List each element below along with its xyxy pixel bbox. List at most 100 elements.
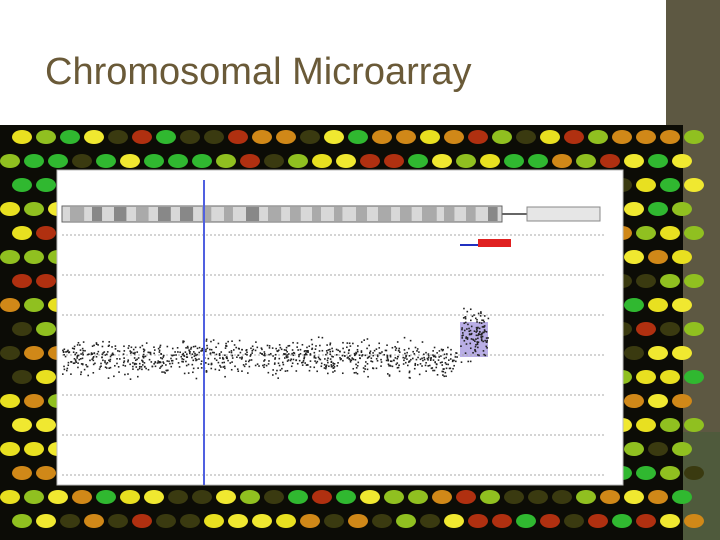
- probe-point: [171, 354, 174, 357]
- probe-point: [396, 357, 399, 360]
- probe-point: [343, 351, 346, 354]
- probe-point: [308, 345, 311, 348]
- probe-point: [302, 359, 305, 362]
- probe-point: [445, 375, 447, 378]
- probe-point: [154, 365, 157, 368]
- probe-point: [147, 351, 150, 354]
- probe-point: [368, 344, 370, 347]
- probe-point: [79, 358, 82, 360]
- array-spot: [0, 442, 20, 456]
- probe-point: [302, 361, 304, 364]
- probe-point: [353, 354, 356, 357]
- array-spot: [336, 490, 356, 504]
- probe-point: [170, 359, 173, 362]
- probe-point: [332, 367, 335, 369]
- probe-point: [325, 366, 328, 368]
- probe-point: [465, 336, 468, 338]
- probe-point: [485, 331, 488, 333]
- probe-point: [118, 350, 121, 353]
- probe-point: [390, 360, 393, 363]
- probe-point: [396, 362, 399, 364]
- probe-point: [315, 362, 318, 364]
- array-spot: [636, 178, 656, 192]
- probe-point: [460, 361, 463, 363]
- probe-point: [323, 363, 326, 366]
- probe-point: [62, 351, 65, 354]
- probe-point: [116, 362, 118, 365]
- probe-point: [93, 344, 95, 347]
- array-spot: [648, 298, 668, 312]
- probe-point: [66, 367, 69, 370]
- array-spot: [516, 130, 536, 144]
- array-spot: [192, 490, 212, 504]
- probe-point: [179, 351, 181, 354]
- probe-point: [308, 369, 311, 372]
- array-spot: [684, 514, 704, 528]
- probe-point: [150, 361, 153, 363]
- array-spot: [36, 130, 56, 144]
- probe-point: [475, 331, 478, 333]
- probe-point: [95, 342, 98, 344]
- probe-point: [333, 362, 336, 365]
- probe-point: [464, 316, 467, 318]
- probe-point: [185, 360, 187, 363]
- probe-point: [292, 354, 295, 357]
- probe-point: [398, 351, 401, 353]
- array-spot: [636, 226, 656, 240]
- array-spot: [48, 490, 68, 504]
- probe-point: [215, 346, 217, 349]
- probe-point: [413, 353, 416, 355]
- probe-point: [132, 362, 134, 364]
- probe-point: [361, 354, 364, 356]
- probe-point: [177, 351, 179, 353]
- probe-point: [483, 353, 485, 356]
- array-spot: [12, 466, 32, 480]
- probe-point: [295, 370, 298, 372]
- probe-point: [285, 355, 288, 357]
- probe-point: [65, 369, 68, 372]
- probe-point: [193, 355, 196, 357]
- probe-point: [237, 347, 240, 350]
- array-spot: [588, 130, 608, 144]
- probe-point: [438, 350, 441, 352]
- probe-point: [278, 344, 281, 346]
- probe-point: [439, 361, 442, 364]
- array-spot: [468, 514, 488, 528]
- probe-point: [259, 352, 262, 354]
- probe-point: [486, 347, 488, 349]
- probe-point: [316, 360, 319, 363]
- probe-point: [329, 353, 331, 356]
- probe-point: [292, 358, 295, 361]
- probe-point: [483, 326, 485, 328]
- probe-point: [127, 347, 130, 349]
- probe-point: [123, 360, 126, 362]
- probe-point: [427, 365, 430, 367]
- probe-point: [310, 338, 313, 341]
- probe-point: [465, 337, 467, 339]
- array-spot: [204, 514, 224, 528]
- probe-point: [81, 357, 84, 360]
- probe-point: [260, 347, 263, 349]
- array-spot: [348, 130, 368, 144]
- probe-point: [261, 353, 264, 355]
- probe-point: [67, 349, 69, 352]
- array-spot: [648, 394, 668, 408]
- probe-point: [482, 319, 485, 322]
- ideogram-band: [400, 207, 412, 221]
- probe-point: [349, 359, 352, 361]
- probe-point: [461, 328, 463, 331]
- probe-point: [417, 356, 419, 359]
- probe-point: [283, 352, 285, 355]
- array-spot: [72, 154, 92, 168]
- probe-point: [357, 345, 359, 347]
- probe-point: [447, 346, 449, 349]
- probe-point: [335, 348, 338, 351]
- array-spot: [312, 154, 332, 168]
- array-spot: [36, 466, 56, 480]
- probe-point: [476, 327, 479, 329]
- probe-point: [182, 358, 185, 361]
- probe-point: [245, 363, 247, 365]
- probe-point: [327, 349, 330, 351]
- probe-point: [438, 356, 441, 358]
